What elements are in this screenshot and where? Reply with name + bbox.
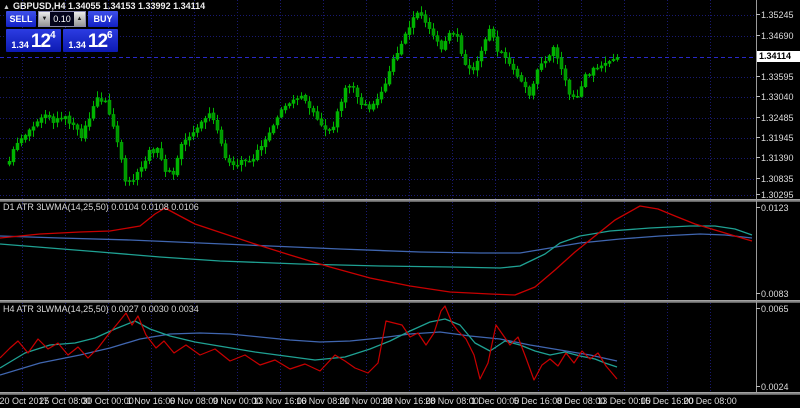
- grid-lines: [22, 202, 711, 300]
- sell-button[interactable]: SELL: [6, 11, 36, 27]
- time-axis-label: 8 Dec 08:00: [556, 396, 606, 406]
- price-axis-label: 0.0123: [756, 203, 789, 213]
- sell-price-sup: 4: [50, 30, 56, 41]
- ohlc-values: 1.34055 1.34153 1.33992 1.34114: [67, 1, 206, 11]
- time-axis-label: 25 Oct 08:00: [39, 396, 91, 406]
- buy-button[interactable]: BUY: [88, 11, 118, 27]
- time-axis-label: 20 Dec 08:00: [683, 396, 737, 406]
- atr-h4-lines: [0, 305, 618, 381]
- time-axis-label: 30 Oct 00:00: [82, 396, 134, 406]
- price-axis-label: 1.33595: [756, 72, 794, 82]
- time-axis-label: 6 Nov 08:00: [169, 396, 219, 406]
- buy-price-big: 12: [87, 31, 108, 52]
- panel-resize-handle[interactable]: [0, 392, 800, 395]
- price-axis-label: 1.35245: [756, 10, 794, 20]
- time-axis-label: 1 Nov 16:00: [126, 396, 176, 406]
- price-axis-label: 1.30835: [756, 174, 794, 184]
- time-axis-label: 28 Nov 08:00: [425, 396, 479, 406]
- chart-title-ohlc: ▲ GBPUSD,H4 1.34055 1.34153 1.33992 1.341…: [3, 1, 205, 11]
- indicator-title-h4-atr: H4 ATR 3LWMA(14,25,50) 0.0027 0.0030 0.0…: [3, 304, 199, 314]
- buy-price-button[interactable]: 1.34 12 6: [63, 29, 118, 52]
- price-axis-label: 1.34690: [756, 31, 794, 41]
- time-axis-label: 9 Nov 00:00: [212, 396, 262, 406]
- time-axis-label: 15 Dec 16:00: [640, 396, 694, 406]
- atr-d1-lines: [0, 205, 753, 296]
- price-axis-label: 1.31390: [756, 153, 794, 163]
- price-axis-label: 1.32485: [756, 113, 794, 123]
- sell-price-big: 12: [30, 31, 51, 52]
- sell-price-prefix: 1.34: [11, 40, 29, 50]
- panel-resize-handle[interactable]: [0, 199, 800, 202]
- indicator-panel-h4-atr[interactable]: [0, 303, 756, 392]
- stepper-down-button[interactable]: ▼: [39, 12, 50, 26]
- price-axis-separator: [756, 0, 757, 392]
- sell-price-button[interactable]: 1.34 12 4: [6, 29, 61, 52]
- time-axis-label: 20 Oct 2017: [0, 396, 49, 406]
- time-axis-label: 5 Dec 16:00: [513, 396, 563, 406]
- one-click-trading-widget: SELL ▼ 0.10 ▲ BUY 1.34 12 4 1.34 12 6: [6, 11, 118, 52]
- stepper-up-button[interactable]: ▲: [74, 12, 85, 26]
- candles: [7, 6, 620, 186]
- symbol-marker-icon: ▲: [3, 4, 10, 11]
- price-axis-label: 1.31945: [756, 133, 794, 143]
- time-axis-label: 13 Dec 00:00: [597, 396, 651, 406]
- volume-value[interactable]: 0.10: [53, 14, 71, 24]
- panel-resize-handle[interactable]: [0, 300, 800, 303]
- price-axis-label: 1.30295: [756, 190, 794, 200]
- buy-price-sup: 6: [107, 30, 113, 41]
- time-axis-label: 1 Dec 00:00: [470, 396, 520, 406]
- indicator-panel-d1-atr[interactable]: [0, 202, 756, 300]
- grid-lines: [22, 303, 711, 392]
- price-axis-label: 0.0065: [756, 304, 789, 314]
- price-axis-label: 0.0024: [756, 382, 789, 392]
- price-axis-label: 1.33040: [756, 92, 794, 102]
- main-price-chart[interactable]: [0, 0, 756, 199]
- time-axis-label: 13 Nov 16:00: [253, 396, 307, 406]
- volume-stepper: ▼ 0.10 ▲: [38, 11, 86, 27]
- current-price-tag: 1.34114: [757, 51, 800, 62]
- indicator-title-d1-atr: D1 ATR 3LWMA(14,25,50) 0.0104 0.0108 0.0…: [3, 202, 199, 212]
- price-axis-label: 0.0083: [756, 289, 789, 299]
- symbol-label: GBPUSD,H4: [12, 1, 66, 11]
- time-axis-label: 16 Nov 08:00: [296, 396, 350, 406]
- time-axis-label: 23 Nov 16:00: [382, 396, 436, 406]
- buy-price-prefix: 1.34: [68, 40, 86, 50]
- time-axis-label: 21 Nov 00:00: [339, 396, 393, 406]
